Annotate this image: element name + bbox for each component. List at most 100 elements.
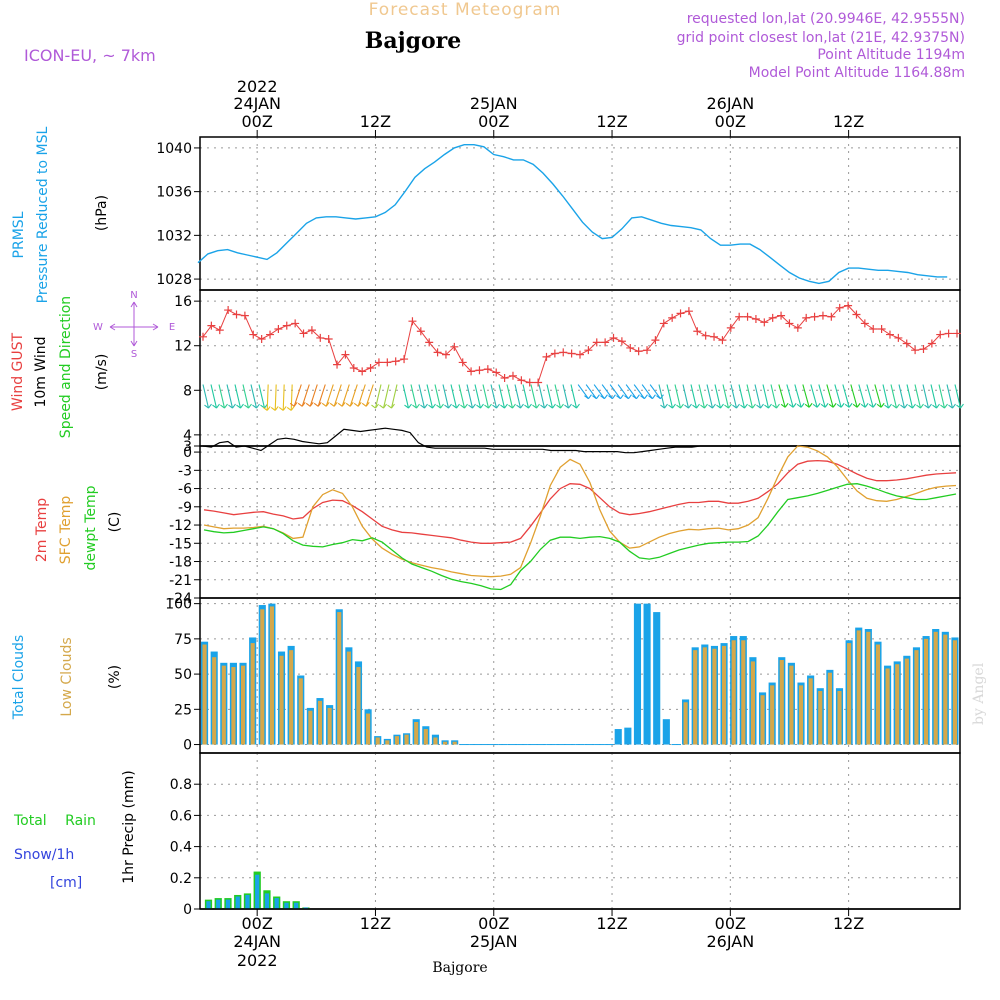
- wind-arrow: [506, 384, 514, 409]
- total-cloud-bar: [633, 603, 642, 745]
- y-tick-label: -6: [178, 482, 192, 498]
- snow-bar: [255, 874, 260, 909]
- low-cloud-bar: [231, 667, 236, 745]
- temp-line-0: [203, 459, 957, 544]
- gust-point: [710, 332, 719, 341]
- y-tick-label: 0: [183, 738, 192, 754]
- low-cloud-bar: [904, 658, 909, 745]
- low-cloud-bar: [789, 665, 794, 745]
- wind-arrow-head: [764, 403, 772, 409]
- wind-arrow-head: [532, 403, 540, 409]
- wind-arrow: [538, 384, 546, 409]
- gust-point: [852, 310, 861, 319]
- wind-arrow-head: [796, 402, 805, 408]
- gust-point: [827, 312, 836, 321]
- top-hour: 00Z: [478, 112, 509, 131]
- gust-point: [383, 358, 392, 367]
- wind-arrow-head: [700, 403, 708, 409]
- low-cloud-bar: [798, 685, 804, 745]
- gust-point: [215, 326, 224, 335]
- wind-arrow: [786, 384, 794, 408]
- pressure-labels: PRMSL Pressure Reduced to MSL (hPa): [11, 126, 110, 303]
- wind-arrow-head: [286, 406, 295, 411]
- wind-arrow: [402, 384, 410, 409]
- snow-bar: [206, 901, 211, 909]
- gust-point: [249, 330, 258, 339]
- gust-point: [224, 306, 233, 315]
- wind-arrow: [826, 384, 834, 408]
- wind-arrow: [357, 384, 366, 407]
- gust-point: [525, 378, 534, 387]
- y-tick-label: -3: [178, 463, 192, 479]
- y-tick-label: 1040: [156, 141, 192, 157]
- credit: by Angel: [971, 662, 987, 725]
- wind-10m-label: 10m Wind: [33, 336, 49, 407]
- wind-arrow: [930, 384, 938, 409]
- gust-point: [324, 335, 333, 344]
- wind-arrow: [218, 384, 226, 409]
- wind-arrow: [818, 384, 826, 408]
- gust-point: [944, 329, 953, 338]
- low-cloud-bar: [404, 734, 409, 745]
- wind-arrow: [290, 384, 293, 411]
- low-cloud-bar: [279, 655, 284, 745]
- wind-arrow: [850, 384, 858, 408]
- temp-sfc-label: SFC Temp: [58, 496, 74, 565]
- pressure-label-2: Pressure Reduced to MSL: [35, 126, 51, 303]
- precip-unit: 1hr Precip (mm): [121, 770, 137, 883]
- y-tick-label: 0.4: [170, 840, 192, 856]
- wind-arrow: [242, 384, 250, 409]
- low-cloud-bar: [250, 643, 255, 745]
- wind-arrow-head: [460, 403, 468, 409]
- model-altitude: Model Point Altitude 1164.88m: [749, 65, 965, 81]
- gust-point: [726, 323, 735, 332]
- wind-arrow-head: [548, 403, 556, 409]
- low-cloud-bar: [356, 667, 361, 745]
- wind-arrow: [349, 384, 358, 407]
- temp-dewpt-label: dewpt Temp: [83, 485, 99, 570]
- gust-point: [458, 358, 467, 367]
- wind-arrow: [762, 384, 770, 409]
- wind-arrow: [466, 384, 474, 409]
- wind-arrow-head: [692, 403, 700, 409]
- pressure-unit: (hPa): [94, 195, 110, 231]
- gust-point: [894, 333, 903, 342]
- wind-arrow-head: [716, 403, 724, 409]
- wind-line: [202, 427, 957, 454]
- low-cloud-bar: [269, 606, 274, 745]
- low-cloud-bar: [366, 713, 371, 745]
- wind-arrow-head: [444, 403, 452, 409]
- wind-labels: Wind GUST 10m Wind Speed and Direction (…: [10, 290, 175, 438]
- wind-arrow-head: [884, 403, 892, 409]
- low-cloud-bar: [394, 736, 400, 745]
- wind-arrow-head: [916, 403, 924, 409]
- gust-point: [735, 312, 744, 321]
- low-cloud-bar: [260, 609, 265, 745]
- top-hour: 00Z: [242, 112, 273, 131]
- wind-arrow: [226, 384, 234, 409]
- wind-arrow-head: [608, 394, 616, 400]
- gust-point: [701, 331, 710, 340]
- wind-arrow: [325, 384, 334, 407]
- wind-arrow-head: [289, 401, 298, 407]
- wind-arrow-head: [428, 403, 436, 409]
- gust-point: [240, 311, 249, 320]
- gust-point: [877, 325, 886, 333]
- low-cloud-bar: [895, 664, 900, 745]
- wind-arrow: [633, 384, 645, 399]
- gust-point: [408, 317, 417, 326]
- low-cloud-bar: [779, 660, 784, 745]
- wind-arrow-head: [329, 401, 338, 407]
- wind-arrow-head: [404, 403, 412, 409]
- wind-arrow: [609, 384, 621, 399]
- station-title: Bajgore: [365, 28, 461, 54]
- wind-arrow: [625, 384, 637, 399]
- low-cloud-bar: [221, 665, 226, 745]
- wind-arrow-head: [852, 402, 861, 408]
- wind-arrow: [293, 384, 302, 407]
- wind-arrow-head: [262, 406, 271, 411]
- wind-arrow: [434, 384, 442, 409]
- wind-arrow: [382, 384, 390, 409]
- y-tick-label: 4: [183, 428, 192, 444]
